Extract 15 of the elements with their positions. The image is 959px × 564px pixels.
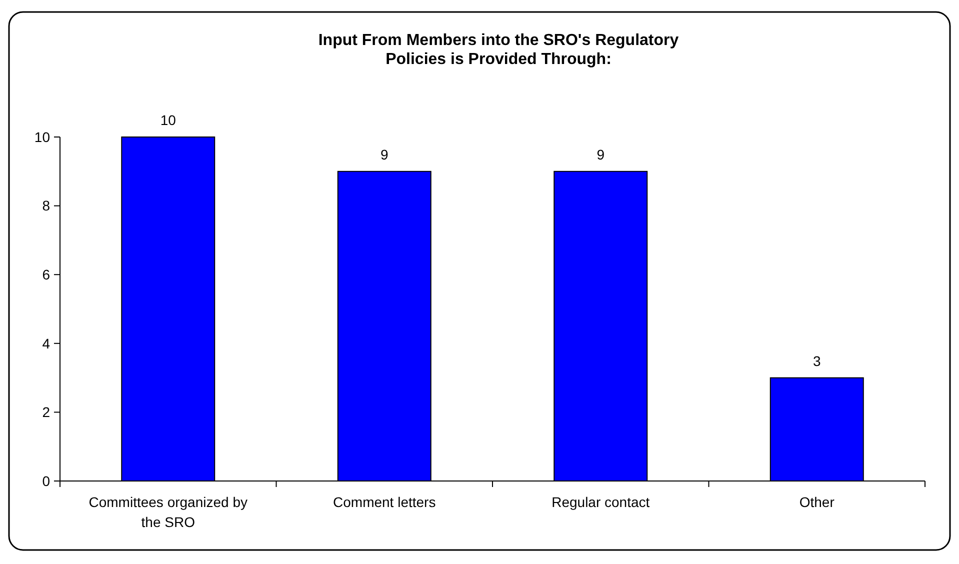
y-tick-label: 2 — [42, 404, 50, 420]
x-tick-label: Comment letters — [333, 494, 436, 510]
y-tick-label: 6 — [42, 266, 50, 282]
data-label: 10 — [160, 112, 176, 128]
x-tick-label: Regular contact — [552, 494, 650, 510]
x-tick-label: Other — [799, 494, 835, 510]
data-label: 3 — [812, 352, 821, 369]
y-tick-label: 4 — [42, 335, 50, 352]
y-tick-label: 10 — [34, 128, 50, 145]
y-tick-label: 8 — [42, 198, 50, 214]
data-label: 9 — [380, 146, 388, 162]
chart-title: Input From Members into the SRO's Regulatory Policies is Provided Through: — [318, 32, 679, 68]
x-tick-label: Committees organized by the SRO — [88, 494, 248, 530]
y-tick-label: 0 — [42, 472, 50, 489]
data-label: 9 — [596, 146, 605, 162]
